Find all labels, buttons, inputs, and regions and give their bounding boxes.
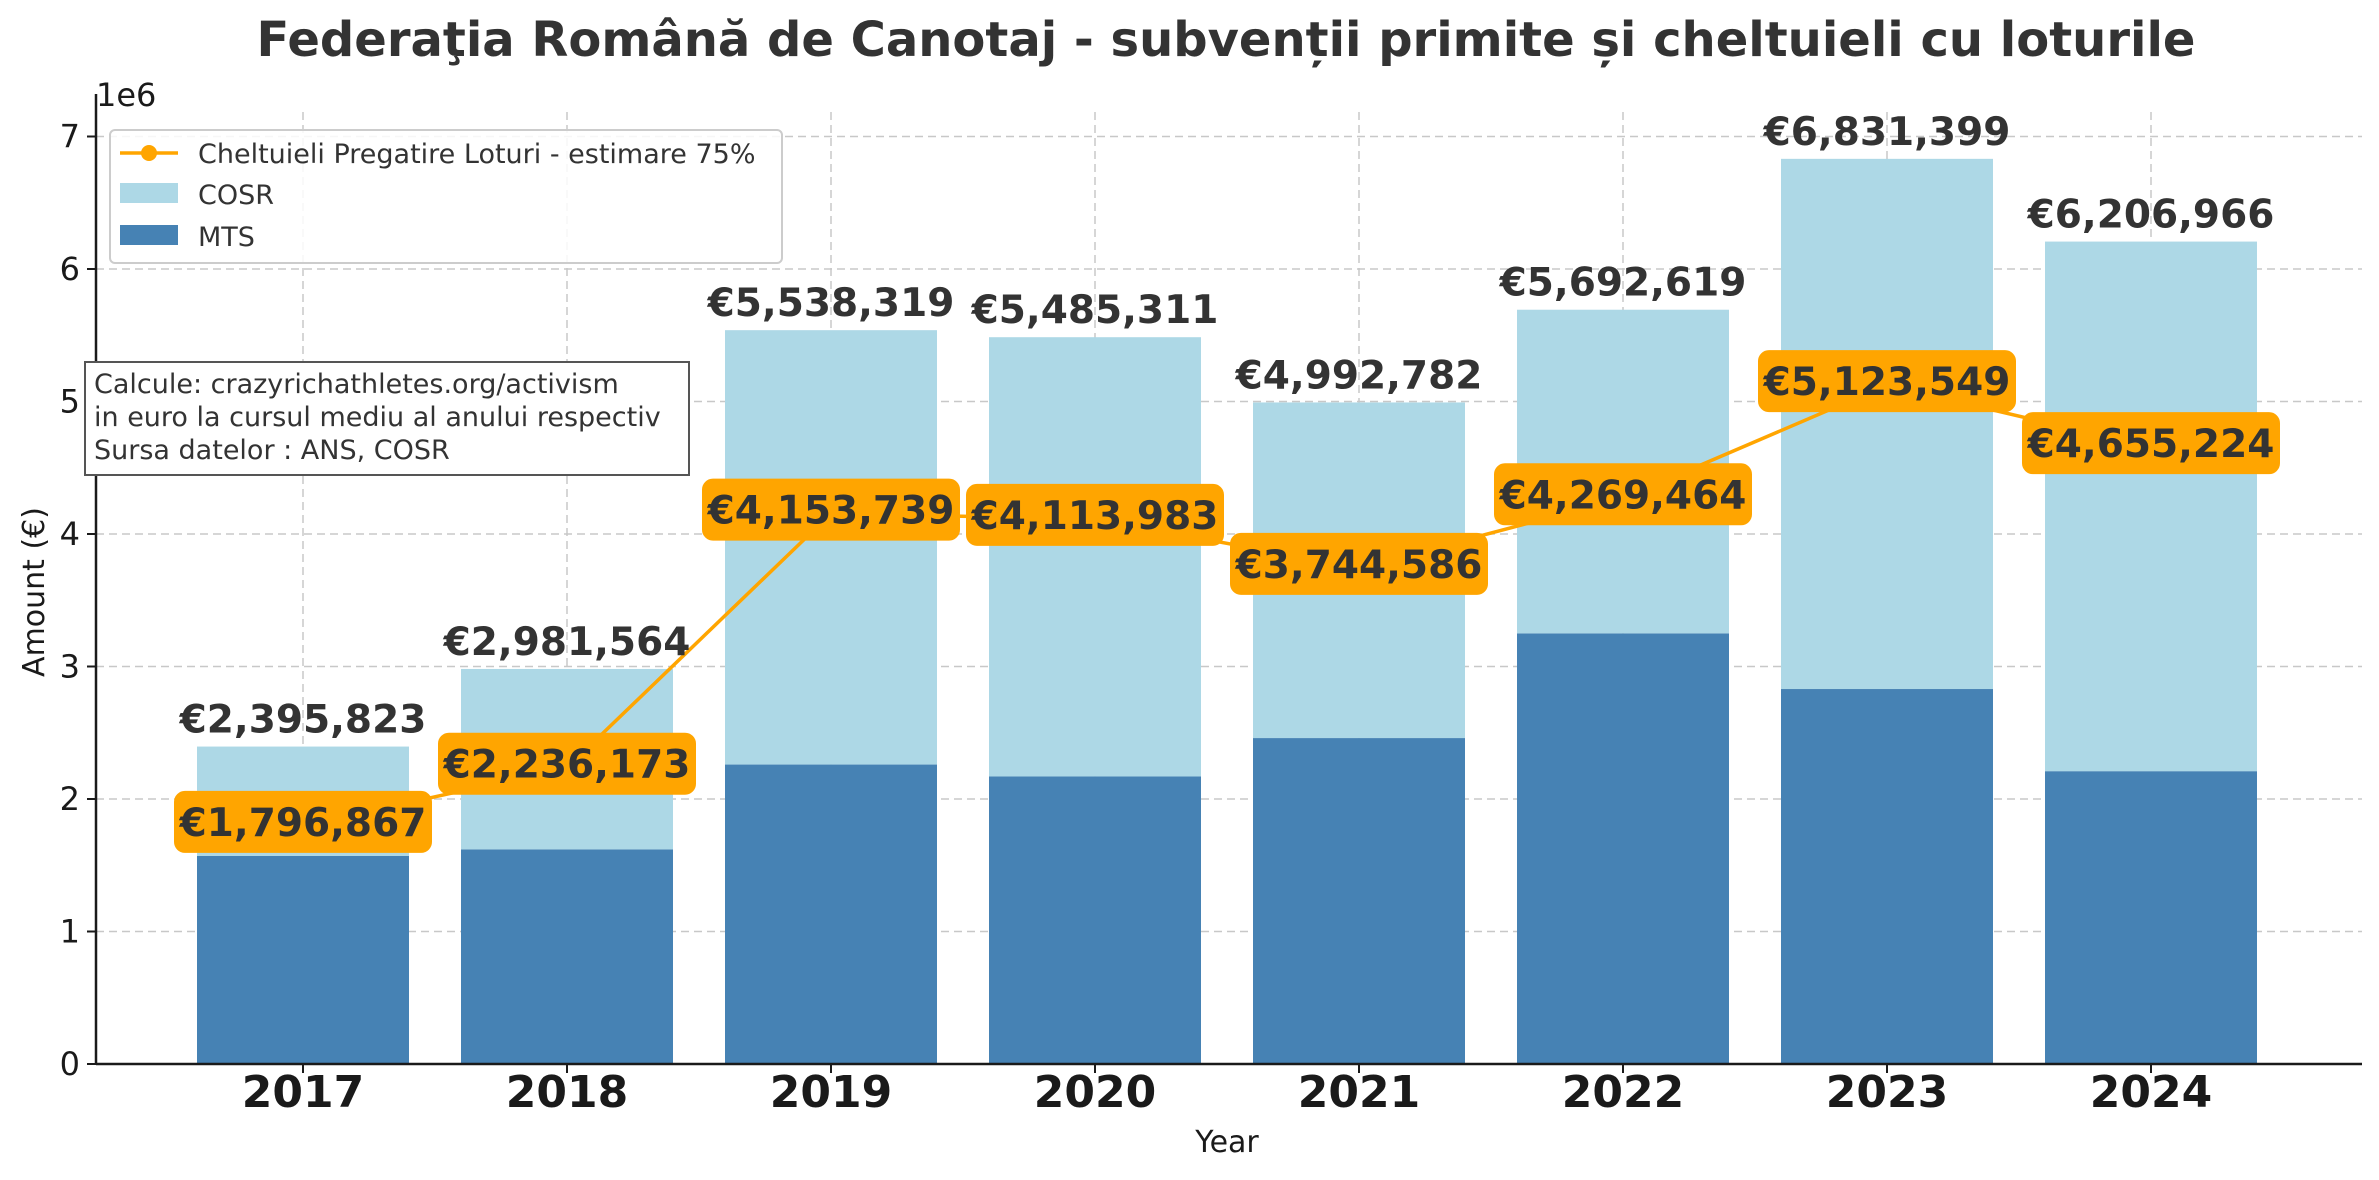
line-label-box (438, 732, 696, 795)
line-value-label: €2,236,173 (443, 743, 691, 788)
line-value-label: €4,153,739 (707, 489, 955, 534)
line-label-box (966, 483, 1224, 546)
legend-line-marker (141, 145, 157, 161)
y-tick-label: 7 (60, 118, 80, 156)
bar-cosr (725, 330, 937, 765)
line-label-box (702, 478, 960, 541)
data-labels: €2,395,823 €2,981,564 €5,538,319 €5,485,311… (174, 110, 2280, 853)
x-tick-label: 2018 (506, 1067, 628, 1118)
y-axis-title: Amount (€) (17, 507, 52, 677)
bar-total-label: €4,992,782 (1235, 353, 1483, 398)
line-label-box (1230, 532, 1488, 595)
bar-mts (989, 776, 1201, 1064)
line-value-label: €3,744,586 (1235, 543, 1483, 588)
bar-total-label: €5,485,311 (971, 288, 1219, 333)
note-line: Sursa datelor : ANS, COSR (94, 435, 450, 466)
legend-label-cosr: COSR (198, 180, 274, 211)
x-tick-label: 2021 (1298, 1067, 1420, 1118)
chart-title: Federaţia Română de Canotaj - subvenții … (257, 12, 2196, 68)
x-tick-label: 2017 (242, 1067, 364, 1118)
bar-mts (197, 855, 409, 1064)
axes: 0 1 2 3 4 5 6 7 2017 2018 2019 2020 2021 2022 2023 2024 (60, 94, 2362, 1118)
note-line: in euro la cursul mediu al anului respec… (94, 402, 661, 433)
legend: Cheltuieli Pregatire Loturi - estimare 7… (109, 129, 783, 264)
bar-mts (1781, 689, 1993, 1064)
x-tick-label: 2023 (1826, 1067, 1948, 1118)
x-tick-label: 2020 (1034, 1067, 1156, 1118)
line-value-label: €4,655,224 (2027, 422, 2275, 467)
legend-swatch-cosr (120, 183, 178, 203)
bar-total-label: €6,206,966 (2027, 193, 2275, 238)
legend-box (109, 129, 783, 264)
bar-total-label: €2,981,564 (443, 620, 691, 665)
bar-mts (1517, 633, 1729, 1064)
bar-total-label: €6,831,399 (1763, 110, 2011, 155)
line-value-label: €4,113,983 (971, 494, 1219, 539)
bar-mts (2045, 771, 2257, 1064)
y-tick-label: 5 (60, 383, 80, 421)
bar-mts (725, 764, 937, 1064)
bar-cosr (2045, 241, 2257, 772)
y-tick-label: 6 (60, 250, 80, 288)
x-tick-label: 2024 (2090, 1067, 2212, 1118)
note-box (84, 361, 690, 476)
line-label-box (1758, 350, 2016, 413)
line-label-box (1494, 463, 1752, 526)
line-value-label: €1,796,867 (179, 801, 427, 846)
y-tick-label: 1 (60, 913, 80, 951)
bar-cosr (989, 337, 1201, 777)
bars (197, 158, 2257, 1064)
y-tick-label: 2 (60, 780, 80, 818)
bar-mts (461, 849, 673, 1064)
bar-mts (1253, 738, 1465, 1064)
note-line: Calcule: crazyrichathletes.org/activism (94, 369, 619, 400)
y-tick-label: 0 (60, 1045, 80, 1083)
source-note: Calcule: crazyrichathletes.org/activismi… (84, 361, 690, 476)
bar-total-label: €5,692,619 (1499, 261, 1747, 306)
legend-label-line: Cheltuieli Pregatire Loturi - estimare 7… (198, 139, 756, 170)
line-value-label: €4,269,464 (1499, 473, 1747, 518)
legend-label-mts: MTS (198, 222, 255, 253)
x-tick-label: 2022 (1562, 1067, 1684, 1118)
line-value-label: €5,123,549 (1763, 360, 2011, 405)
x-tick-label: 2019 (770, 1067, 892, 1118)
y-tick-label: 3 (60, 648, 80, 686)
bar-total-label: €5,538,319 (707, 281, 955, 326)
legend-swatch-mts (120, 225, 178, 245)
line-label-box (2022, 412, 2280, 475)
bar-total-label: €2,395,823 (179, 698, 427, 743)
y-tick-label: 4 (60, 515, 80, 553)
line-label-box (174, 790, 432, 853)
y-axis-offset: 1e6 (96, 76, 156, 114)
x-axis-title: Year (1194, 1125, 1259, 1160)
bar-cosr (1781, 158, 1993, 690)
